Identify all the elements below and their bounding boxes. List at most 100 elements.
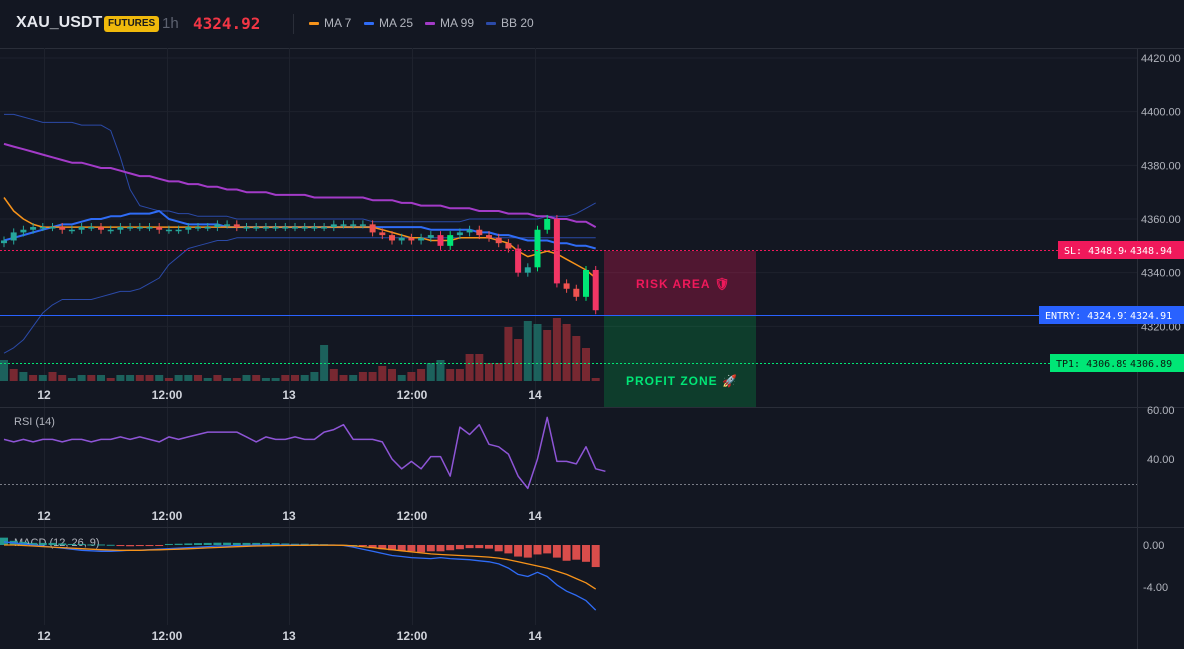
volume-bar [29, 375, 38, 381]
symbol-name[interactable]: XAU_USDT [16, 14, 103, 31]
macd-tick-label: 0.00 [1143, 540, 1164, 552]
candle-body [214, 224, 221, 228]
legend-ma25[interactable]: MA 25 [364, 16, 413, 30]
macd-histogram-bar [504, 545, 513, 554]
candle-body [466, 229, 473, 233]
macd-histogram-bar [582, 545, 590, 562]
macd-histogram-bar [232, 542, 241, 545]
rsi-title: RSI (14) [14, 416, 55, 428]
futures-badge: FUTURES [104, 16, 160, 32]
macd-histogram-bar [358, 545, 367, 546]
time-tick-label: 12:00 [397, 388, 428, 402]
tp-tag: TP1: 4306.89 [1056, 359, 1128, 370]
macd-histogram-bar [174, 543, 183, 545]
candle-body [78, 227, 85, 230]
macd-histogram-bar [368, 545, 377, 549]
macd-histogram-bar [436, 545, 445, 552]
legend-bb20-label: BB 20 [501, 16, 534, 30]
volume-bar [368, 372, 377, 381]
macd-tick-label: -4.00 [1143, 582, 1168, 594]
volume-bar [232, 378, 241, 381]
tp-price: 4306.89 [1130, 359, 1172, 370]
volume-bar [533, 324, 542, 381]
rsi-tick-label: 40.00 [1147, 454, 1175, 466]
macd-histogram-bar [164, 543, 173, 545]
price-axis[interactable]: 4320.00 4340.00 4360.00 4380.00 4400.00 4420.… [1141, 53, 1181, 594]
ma99-swatch [425, 21, 435, 25]
macd-histogram-bar [523, 545, 532, 558]
macd-histogram-bar [213, 542, 222, 545]
volume-bar [174, 375, 183, 381]
time-tick-label: 12:00 [152, 509, 183, 523]
macd-histogram-bar [184, 543, 193, 545]
candle-body [117, 227, 124, 230]
volume-bar [426, 363, 435, 381]
last-price: 4324.92 [193, 14, 261, 33]
candle-body [495, 237, 502, 244]
volume-bar [9, 369, 18, 381]
candle-body [88, 227, 95, 229]
macd-histogram-bar [514, 545, 523, 557]
volume-bar [19, 372, 28, 381]
sl-tag-bg [1058, 241, 1126, 259]
trade-levels [0, 250, 1137, 364]
legend-ma25-label: MA 25 [379, 16, 414, 30]
macd-histogram-bar [378, 545, 387, 550]
macd-histogram-bar [533, 545, 542, 555]
legend-ma7[interactable]: MA 7 [309, 16, 351, 30]
volume-bar [436, 360, 445, 381]
macd-histogram-bar [48, 542, 57, 545]
candle-body [379, 232, 386, 236]
time-axis[interactable]: 12 12:00 13 12:00 14 12 12:00 13 12:00 14 12 12:00 1… [37, 388, 542, 643]
macd-histogram-bar [145, 545, 154, 547]
candle-body [20, 229, 27, 233]
candle-body [592, 269, 599, 311]
overlay-lines [3, 113, 597, 354]
volume-bar [417, 369, 426, 381]
volume-bar [194, 375, 202, 381]
price-tick-label: 4380.00 [1141, 160, 1181, 172]
candle-body [282, 227, 289, 229]
macd-histogram-bar [455, 545, 464, 550]
candle-body [224, 224, 231, 226]
rsi-line [3, 416, 606, 490]
candle-body [311, 227, 318, 229]
volume-bar [582, 348, 590, 381]
legend-bb20[interactable]: BB 20 [486, 16, 534, 30]
volume-bar [213, 375, 222, 381]
price-tick-label: 4360.00 [1141, 214, 1181, 226]
legend-ma99-label: MA 99 [440, 16, 475, 30]
timeframe-label[interactable]: 1h [162, 15, 179, 32]
legend-ma99[interactable]: MA 99 [425, 16, 474, 30]
macd-histogram-bar [38, 542, 47, 545]
candle-body [10, 232, 17, 241]
volume-bars [0, 318, 600, 381]
volume-bar [67, 378, 76, 381]
ma99-line [3, 142, 597, 228]
entry-price: 4324.91 [1130, 311, 1172, 322]
candle-body [175, 229, 182, 232]
header-divider [293, 14, 294, 34]
macd-histogram-bar [155, 545, 164, 546]
macd-signal-line [4, 544, 597, 590]
tp-price-bg [1126, 354, 1184, 372]
candle-body [146, 227, 153, 229]
macd-histogram-bar [426, 545, 435, 552]
macd-histogram-bar [126, 545, 135, 547]
candle-body [359, 224, 366, 226]
candle-body [136, 227, 143, 229]
volume-bar [552, 318, 561, 381]
volume-bar [485, 363, 493, 381]
volume-bar [329, 369, 338, 381]
candles [1, 214, 599, 315]
time-tick-label: 12:00 [397, 509, 428, 523]
macd-histogram-bar [67, 543, 76, 545]
volume-bar [242, 375, 251, 381]
candle-body [1, 240, 7, 244]
tp-tag-bg [1050, 354, 1126, 372]
time-tick-label: 12:00 [397, 629, 428, 643]
volume-bar [97, 375, 105, 381]
volume-bar [572, 336, 581, 381]
candle-body [583, 269, 589, 297]
